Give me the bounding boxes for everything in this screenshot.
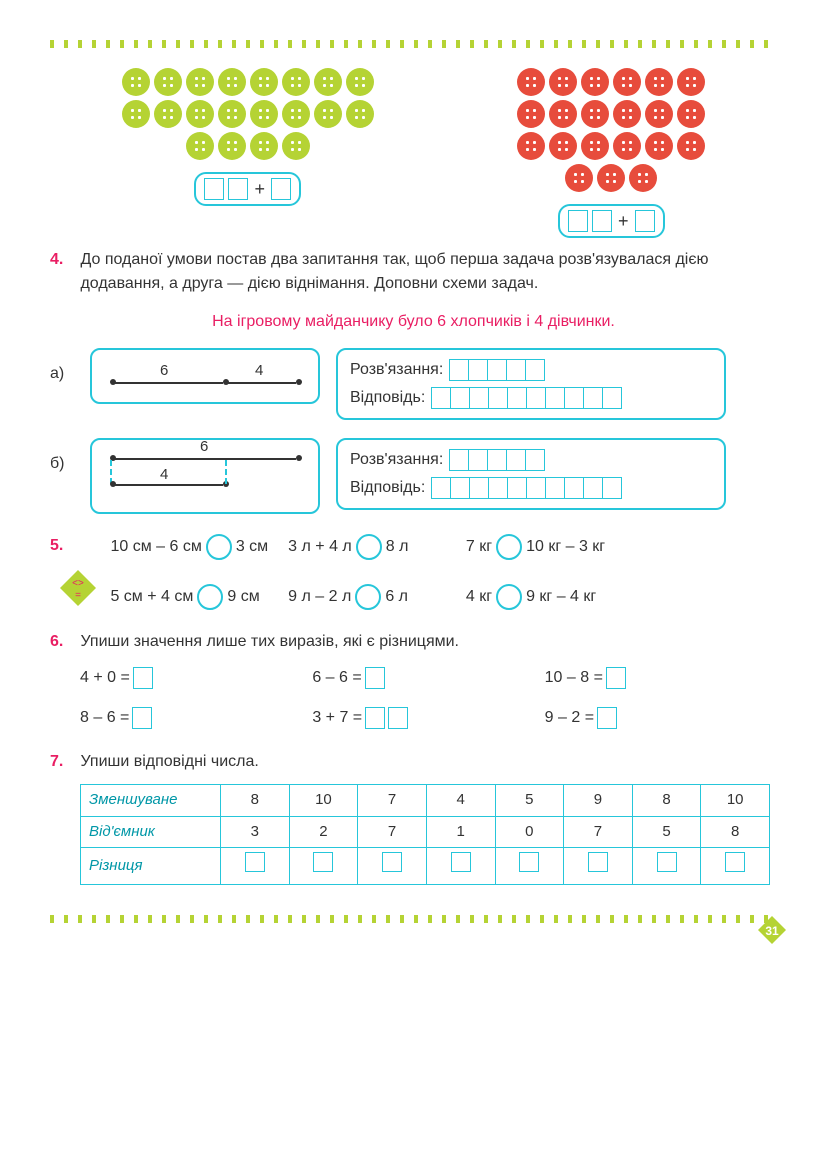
- answer-cells-b[interactable]: [431, 477, 622, 499]
- expression-item: 6 – 6 =: [312, 666, 544, 690]
- table-answer-cell[interactable]: [382, 852, 402, 872]
- task-4-condition: На ігровому майданчику було 6 хлопчиків …: [50, 310, 777, 334]
- expression-item: 4 + 0 =: [80, 666, 312, 690]
- table-answer-cell[interactable]: [313, 852, 333, 872]
- task-4b-label: б): [50, 438, 74, 476]
- task-4a-answer-box: Розв'язання: Відповідь:: [336, 348, 726, 420]
- subtraction-table: Зменшуване8107459810 Від'ємник32710758 Р…: [80, 784, 770, 885]
- task-7-text: Упиши відповідні числа.: [80, 750, 770, 774]
- answer-cell[interactable]: [597, 707, 617, 729]
- answer-cells-a[interactable]: [431, 387, 622, 409]
- compare-circle[interactable]: [197, 584, 223, 610]
- green-equation-box[interactable]: +: [194, 172, 301, 206]
- compare-item: 3 л + 4 л8 л: [288, 534, 446, 560]
- green-button-group: +: [122, 68, 374, 238]
- solving-cells-b[interactable]: [449, 449, 545, 471]
- buttons-illustration: + +: [50, 68, 777, 238]
- solving-label: Розв'язання:: [350, 358, 443, 382]
- solving-label: Розв'язання:: [350, 448, 443, 472]
- answer-cell[interactable]: [388, 707, 408, 729]
- red-equation-box[interactable]: +: [558, 204, 665, 238]
- compare-item: 7 кг10 кг – 3 кг: [466, 534, 624, 560]
- task-4b-answer-box: Розв'язання: Відповідь:: [336, 438, 726, 510]
- solving-cells-a[interactable]: [449, 359, 545, 381]
- svg-text:31: 31: [765, 924, 779, 938]
- compare-item: 5 см + 4 см9 см: [110, 584, 268, 610]
- compare-item: 10 см – 6 см3 см: [110, 534, 268, 560]
- table-answer-cell[interactable]: [588, 852, 608, 872]
- top-decorative-border: [50, 40, 777, 48]
- compare-circle[interactable]: [496, 584, 522, 610]
- expression-item: 9 – 2 =: [545, 706, 777, 730]
- svg-text:=: =: [76, 590, 82, 601]
- answer-cell[interactable]: [606, 667, 626, 689]
- answer-cell[interactable]: [133, 667, 153, 689]
- answer-label: Відповідь:: [350, 386, 425, 410]
- expression-item: 10 – 8 =: [545, 666, 777, 690]
- compare-circle[interactable]: [356, 534, 382, 560]
- compare-item: 9 л – 2 л6 л: [288, 584, 446, 610]
- compare-circle[interactable]: [206, 534, 232, 560]
- task-6-text: Упиши значення лише тих виразів, які є р…: [80, 630, 770, 654]
- answer-cell[interactable]: [365, 707, 385, 729]
- svg-text:<>: <>: [73, 578, 85, 589]
- task-4: 4. До поданої умови постав два запитання…: [50, 248, 777, 514]
- bottom-decorative-border: [50, 915, 777, 923]
- task-7: 7. Упиши відповідні числа. Зменшуване810…: [50, 750, 777, 885]
- answer-label: Відповідь:: [350, 476, 425, 500]
- compare-diamond-icon: <> =: [58, 568, 98, 608]
- task-4b-diagram: 6 4: [90, 438, 320, 514]
- task-5-number: 5.: [50, 534, 76, 558]
- table-answer-cell[interactable]: [657, 852, 677, 872]
- task-5: 5. <> = 10 см – 6 см3 см 3 л + 4 л8 л 7 кг…: [50, 534, 777, 610]
- red-button-group: +: [517, 68, 705, 238]
- task-6-number: 6.: [50, 630, 76, 654]
- compare-circle[interactable]: [496, 534, 522, 560]
- task-4-number: 4.: [50, 248, 76, 272]
- table-answer-cell[interactable]: [519, 852, 539, 872]
- expression-item: 8 – 6 =: [80, 706, 312, 730]
- task-7-number: 7.: [50, 750, 76, 774]
- table-answer-cell[interactable]: [725, 852, 745, 872]
- expression-item: 3 + 7 =: [312, 706, 544, 730]
- task-6: 6. Упиши значення лише тих виразів, які …: [50, 630, 777, 730]
- table-answer-cell[interactable]: [245, 852, 265, 872]
- task-4-text: До поданої умови постав два запитання та…: [80, 248, 770, 296]
- answer-cell[interactable]: [365, 667, 385, 689]
- table-answer-cell[interactable]: [451, 852, 471, 872]
- page-number-badge: 31: [757, 915, 787, 945]
- answer-cell[interactable]: [132, 707, 152, 729]
- task-4a-diagram: 6 4: [90, 348, 320, 404]
- compare-item: 4 кг9 кг – 4 кг: [466, 584, 624, 610]
- task-4a-label: а): [50, 348, 74, 386]
- compare-circle[interactable]: [355, 584, 381, 610]
